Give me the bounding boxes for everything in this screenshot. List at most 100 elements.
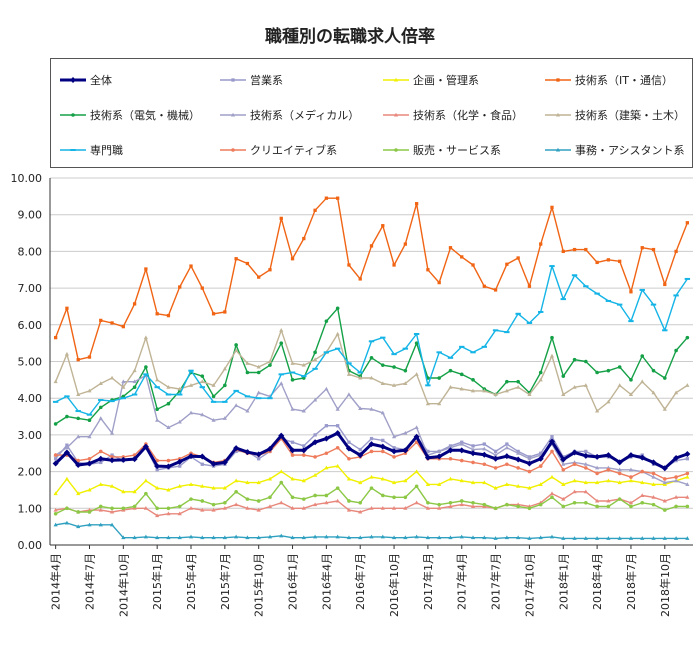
data-point — [166, 425, 171, 430]
y-tick-label: 4.00 — [18, 392, 43, 405]
data-point — [595, 536, 600, 540]
data-point — [448, 476, 453, 481]
data-point — [460, 255, 464, 259]
data-point — [425, 535, 431, 540]
data-point — [380, 493, 385, 498]
data-point — [380, 476, 385, 481]
data-point — [257, 275, 261, 279]
data-point — [76, 392, 81, 397]
data-point — [200, 379, 205, 384]
data-point — [391, 535, 397, 540]
data-point — [188, 506, 194, 510]
data-point — [335, 498, 340, 503]
data-point — [109, 484, 115, 488]
data-point — [335, 331, 340, 336]
data-point — [583, 489, 588, 494]
data-point — [561, 536, 566, 540]
data-point — [493, 452, 498, 457]
data-point — [606, 467, 611, 472]
data-point — [211, 502, 216, 507]
data-point — [392, 365, 396, 369]
data-point — [516, 379, 520, 384]
x-tick-label: 2018年7月 — [624, 553, 638, 610]
data-point — [109, 457, 116, 464]
data-point — [289, 447, 296, 454]
data-point — [459, 534, 464, 539]
data-point — [324, 493, 329, 498]
data-point — [155, 312, 159, 316]
data-point — [144, 491, 148, 496]
data-point — [628, 478, 634, 483]
data-point — [63, 449, 70, 456]
data-point — [76, 458, 81, 463]
data-point — [685, 471, 690, 476]
data-point — [369, 356, 374, 360]
data-point — [53, 522, 58, 527]
data-point — [561, 482, 566, 486]
data-point — [470, 480, 476, 485]
data-point — [403, 368, 408, 373]
data-point — [516, 504, 520, 509]
data-point — [402, 447, 409, 454]
data-point — [640, 469, 645, 474]
data-point — [425, 506, 431, 510]
data-point — [403, 242, 407, 246]
data-point — [527, 469, 532, 474]
data-point — [685, 457, 690, 461]
data-point — [290, 378, 295, 382]
data-point — [561, 504, 566, 509]
data-point — [437, 482, 442, 486]
x-tick-label: 2016年7月 — [353, 553, 367, 610]
data-point — [256, 390, 261, 395]
data-point — [606, 478, 611, 483]
data-point — [99, 460, 103, 465]
data-point — [471, 444, 475, 448]
data-point — [64, 520, 70, 525]
data-point — [188, 453, 195, 460]
data-point — [166, 313, 171, 318]
data-point — [673, 495, 679, 499]
data-point — [549, 534, 555, 539]
data-point — [470, 504, 476, 508]
y-tick-label: 7.00 — [18, 282, 43, 295]
data-point — [290, 361, 295, 365]
data-point — [211, 417, 216, 422]
data-point — [290, 406, 295, 411]
data-point — [493, 466, 498, 470]
data-point — [200, 412, 205, 417]
data-point — [301, 408, 306, 413]
data-point — [526, 460, 533, 467]
legend-marker — [70, 77, 76, 83]
data-point — [572, 536, 577, 540]
data-point — [368, 441, 375, 448]
data-point — [538, 370, 543, 375]
data-point — [301, 362, 306, 367]
data-point — [403, 430, 408, 435]
data-point — [279, 328, 284, 332]
data-point — [381, 224, 385, 228]
data-point — [99, 318, 103, 323]
legend-label: 企画・管理系 — [413, 73, 479, 87]
data-point — [448, 504, 453, 508]
data-point — [584, 500, 588, 505]
data-point — [87, 434, 92, 439]
data-point — [178, 285, 182, 289]
data-point — [685, 221, 690, 225]
data-point — [335, 406, 340, 411]
data-point — [132, 368, 137, 373]
data-point — [110, 453, 114, 457]
data-point — [448, 500, 453, 505]
data-point — [538, 535, 543, 540]
data-point — [392, 446, 396, 450]
data-point — [144, 365, 148, 369]
data-point — [459, 386, 464, 391]
data-point — [369, 244, 374, 248]
data-point — [358, 509, 363, 514]
data-point — [392, 495, 396, 500]
data-point — [550, 335, 554, 340]
data-point — [155, 458, 159, 463]
data-point — [256, 364, 261, 369]
data-point — [98, 522, 103, 527]
legend-label: クリエイティブ系 — [250, 143, 337, 157]
data-point — [538, 464, 543, 468]
